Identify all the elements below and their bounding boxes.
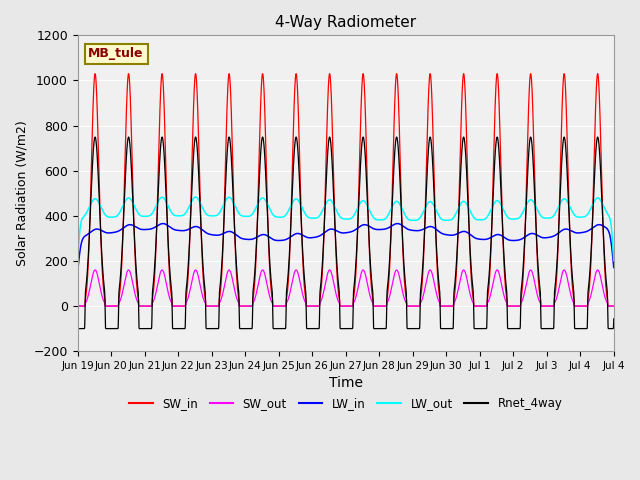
SW_out bbox=[477, 303, 484, 309]
SW_out bbox=[239, 303, 246, 309]
LW_out bbox=[213, 213, 221, 218]
LW_in bbox=[74, 268, 81, 274]
SW_in bbox=[239, 303, 246, 309]
Y-axis label: Solar Radiation (W/m2): Solar Radiation (W/m2) bbox=[15, 120, 28, 266]
LW_out bbox=[74, 259, 81, 264]
Line: Rnet_4way: Rnet_4way bbox=[77, 137, 614, 329]
Rnet_4way bbox=[477, 326, 484, 332]
SW_in bbox=[477, 303, 484, 309]
LW_in bbox=[394, 221, 401, 227]
LW_in bbox=[212, 232, 220, 238]
SW_out bbox=[393, 267, 401, 273]
SW_in bbox=[212, 303, 220, 309]
Title: 4-Way Radiometer: 4-Way Radiometer bbox=[275, 15, 416, 30]
Legend: SW_in, SW_out, LW_in, LW_out, Rnet_4way: SW_in, SW_out, LW_in, LW_out, Rnet_4way bbox=[124, 392, 567, 415]
Rnet_4way bbox=[74, 326, 82, 332]
SW_out bbox=[93, 269, 100, 275]
SW_out bbox=[74, 303, 81, 309]
Rnet_4way bbox=[541, 326, 549, 332]
SW_in bbox=[74, 303, 81, 309]
SW_out bbox=[541, 303, 549, 309]
Line: LW_in: LW_in bbox=[77, 224, 614, 271]
Rnet_4way bbox=[314, 326, 322, 332]
Line: SW_in: SW_in bbox=[77, 74, 614, 306]
Text: MB_tule: MB_tule bbox=[88, 48, 144, 60]
Rnet_4way bbox=[74, 316, 81, 322]
SW_out bbox=[212, 303, 220, 309]
LW_out bbox=[314, 214, 322, 220]
LW_out bbox=[477, 217, 484, 223]
LW_out bbox=[192, 194, 200, 200]
LW_out bbox=[541, 215, 549, 221]
LW_in bbox=[477, 236, 484, 242]
SW_in bbox=[541, 303, 549, 309]
Line: SW_out: SW_out bbox=[77, 270, 614, 306]
Rnet_4way bbox=[393, 134, 401, 140]
SW_in bbox=[93, 86, 100, 92]
LW_in bbox=[239, 236, 246, 241]
Rnet_4way bbox=[93, 143, 100, 149]
SW_out bbox=[314, 303, 322, 309]
LW_in bbox=[541, 235, 549, 240]
Rnet_4way bbox=[610, 316, 618, 322]
X-axis label: Time: Time bbox=[329, 376, 363, 390]
LW_out bbox=[239, 213, 246, 219]
LW_out bbox=[93, 196, 100, 202]
LW_in bbox=[93, 226, 100, 232]
LW_in bbox=[314, 234, 322, 240]
Line: LW_out: LW_out bbox=[77, 197, 614, 262]
SW_in bbox=[610, 303, 618, 309]
LW_in bbox=[610, 264, 618, 270]
SW_in bbox=[393, 71, 401, 77]
Rnet_4way bbox=[213, 326, 221, 332]
SW_out bbox=[610, 303, 618, 309]
SW_in bbox=[314, 303, 322, 309]
Rnet_4way bbox=[239, 326, 246, 332]
LW_out bbox=[610, 258, 618, 264]
